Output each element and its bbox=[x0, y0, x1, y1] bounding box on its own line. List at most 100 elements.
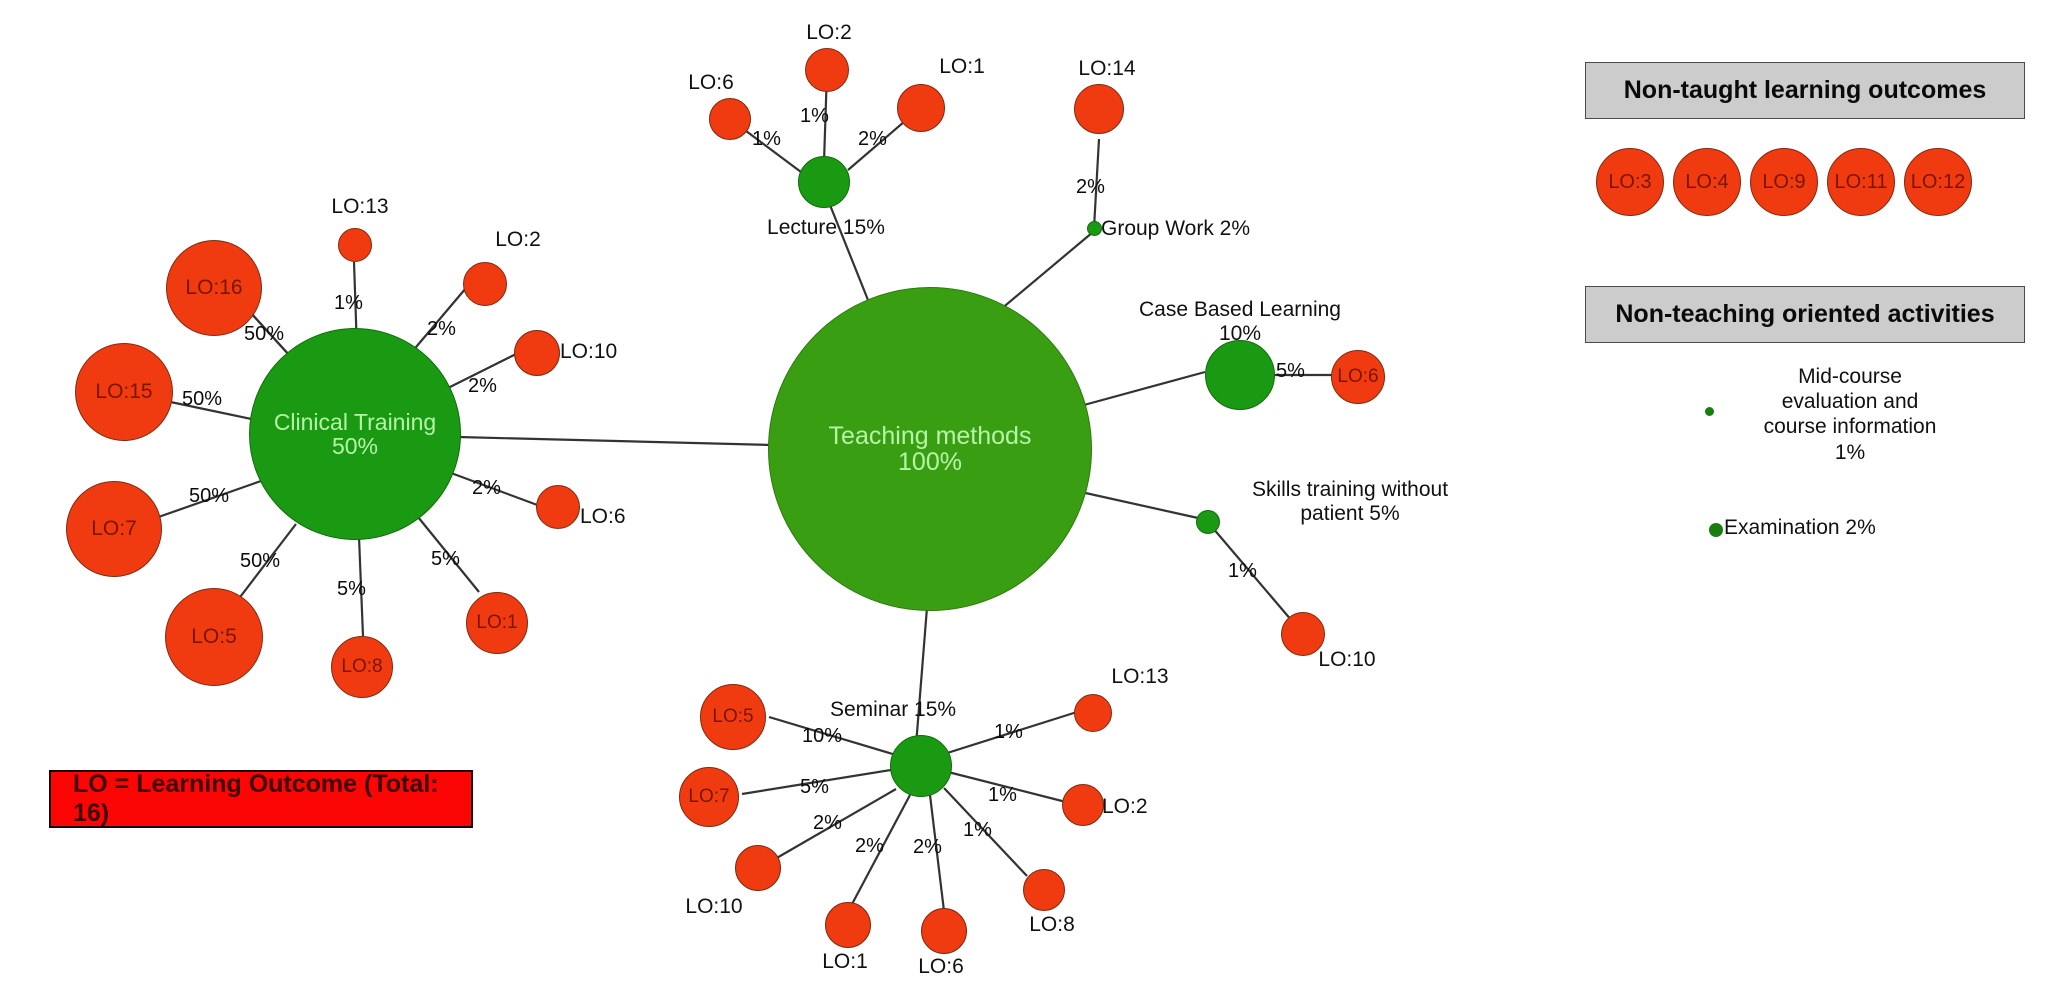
edge-clinical-lo7 bbox=[149, 479, 262, 522]
node-lo6-casebased-label: LO:6 bbox=[1337, 366, 1379, 388]
edge-lecture-lo1 bbox=[847, 114, 913, 171]
node-seminar-external-label: Seminar 15% bbox=[830, 698, 957, 721]
node-lo6-seminar[interactable] bbox=[921, 908, 967, 954]
edge-root-casebased bbox=[1072, 370, 1206, 410]
node-lo7[interactable]: LO:7 bbox=[66, 481, 162, 577]
edge-label-seminar-lo2: 1% bbox=[988, 784, 1017, 806]
node-lo10-skills[interactable] bbox=[1281, 612, 1325, 656]
edge-root-groupwork bbox=[999, 231, 1094, 311]
node-lo7-label: LO:7 bbox=[91, 516, 137, 540]
node-lo14-groupwork-external-label: LO:14 bbox=[1078, 57, 1136, 80]
edge-label-seminar-lo13: 1% bbox=[994, 721, 1023, 743]
edge-clinical-lo8 bbox=[357, 536, 365, 637]
node-lo15-label: LO:15 bbox=[95, 379, 153, 403]
node-lo13-external-label: LO:13 bbox=[331, 195, 389, 218]
node-lo11-nontaught[interactable]: LO:11 bbox=[1827, 148, 1895, 216]
edge-skills-lo10 bbox=[1211, 526, 1299, 629]
node-case-based-learning[interactable] bbox=[1205, 340, 1275, 410]
node-lo8-clinical-label: LO:8 bbox=[341, 656, 383, 678]
node-lecture[interactable] bbox=[798, 156, 850, 208]
edge-seminar-lo13 bbox=[943, 710, 1078, 756]
node-lo5-seminar[interactable]: LO:5 bbox=[700, 684, 766, 750]
edge-label-seminar-lo5: 10% bbox=[802, 725, 843, 747]
edge-label-seminar-lo8: 1% bbox=[963, 819, 992, 841]
edge-label-clinical-lo5: 50% bbox=[240, 550, 281, 572]
node-lo16-label: LO:16 bbox=[185, 275, 243, 299]
edge-clinical-lo5 bbox=[233, 523, 297, 606]
edge-label-seminar-lo7: 5% bbox=[800, 776, 829, 798]
node-group-work-external-label: Group Work 2% bbox=[1101, 217, 1250, 240]
node-lo6-lecture-external-label: LO:6 bbox=[688, 71, 734, 94]
edge-label-clinical-lo7: 50% bbox=[189, 485, 230, 507]
node-lo2-lecture-external-label: LO:2 bbox=[806, 21, 852, 44]
node-lo8-clinical[interactable]: LO:8 bbox=[331, 636, 393, 698]
node-lo14-groupwork[interactable] bbox=[1074, 84, 1124, 134]
node-clinical-training-label: Clinical Training 50% bbox=[273, 408, 437, 459]
edge-clinical-lo2 bbox=[410, 287, 467, 354]
node-lo5-seminar-label: LO:5 bbox=[712, 706, 754, 728]
edge-label-clinical-lo15: 50% bbox=[182, 388, 223, 410]
node-lo6-lecture[interactable] bbox=[709, 98, 751, 140]
node-lo4-nontaught[interactable]: LO:4 bbox=[1673, 148, 1741, 216]
edge-label-clinical-lo1: 5% bbox=[431, 548, 460, 570]
panel-non-taught-title: Non-taught learning outcomes bbox=[1623, 76, 1987, 104]
edge-seminar-lo10 bbox=[774, 788, 897, 860]
edge-label-groupwork-lo14: 2% bbox=[1076, 176, 1105, 198]
node-group-work[interactable] bbox=[1087, 221, 1102, 236]
edge-root-skills bbox=[1071, 488, 1199, 520]
node-lo1-seminar[interactable] bbox=[825, 902, 871, 948]
node-case-based-learning-external-label: Case Based Learning 10% bbox=[1139, 298, 1341, 346]
edge-clinical-lo10 bbox=[439, 352, 519, 393]
node-lo9-nontaught[interactable]: LO:9 bbox=[1750, 148, 1818, 216]
edge-label-clinical-lo6: 2% bbox=[472, 477, 501, 499]
node-lo10-clinical-external-label: LO:10 bbox=[560, 340, 618, 363]
node-lo2-clinical-external-label: LO:2 bbox=[495, 228, 541, 251]
node-lo10-clinical[interactable] bbox=[514, 330, 560, 376]
node-lo6-seminar-external-label: LO:6 bbox=[918, 955, 964, 978]
node-lo6-clinical[interactable] bbox=[536, 485, 580, 529]
node-teaching-methods[interactable]: Teaching methods 100% bbox=[768, 287, 1092, 611]
node-lecture-external-label: Lecture 15% bbox=[767, 216, 885, 239]
node-lo10-seminar-external-label: LO:10 bbox=[685, 895, 743, 918]
node-lo16[interactable]: LO:16 bbox=[166, 240, 262, 336]
node-lo7-seminar[interactable]: LO:7 bbox=[679, 767, 739, 827]
node-lo13-seminar[interactable] bbox=[1074, 694, 1112, 732]
edge-label-seminar-lo6: 2% bbox=[913, 836, 942, 858]
node-lo2-lecture[interactable] bbox=[805, 48, 849, 92]
node-lo1-lecture-external-label: LO:1 bbox=[939, 55, 985, 78]
node-lo15[interactable]: LO:15 bbox=[75, 343, 173, 441]
edge-clinical-lo1 bbox=[417, 516, 480, 593]
node-lo6-casebased[interactable]: LO:6 bbox=[1331, 350, 1385, 404]
node-lo2-seminar[interactable] bbox=[1062, 784, 1104, 826]
node-lo3-nontaught[interactable]: LO:3 bbox=[1596, 148, 1664, 216]
activity-midcourse-label: Mid-course evaluation and course informa… bbox=[1763, 365, 1937, 464]
edge-seminar-lo8 bbox=[943, 787, 1028, 877]
node-clinical-training[interactable]: Clinical Training 50% bbox=[249, 328, 461, 540]
node-lo13-seminar-external-label: LO:13 bbox=[1111, 665, 1169, 688]
node-lo5[interactable]: LO:5 bbox=[165, 588, 263, 686]
node-skills-training[interactable] bbox=[1196, 510, 1220, 534]
node-lo1-clinical-label: LO:1 bbox=[476, 612, 518, 634]
edge-seminar-lo7 bbox=[741, 768, 892, 796]
node-teaching-methods-label: Teaching methods 100% bbox=[828, 421, 1032, 476]
node-seminar[interactable] bbox=[890, 735, 952, 797]
edge-label-clinical-lo13: 1% bbox=[334, 292, 363, 314]
node-lo1-lecture[interactable] bbox=[897, 84, 945, 132]
node-lo2-clinical[interactable] bbox=[463, 262, 507, 306]
activity-dot-examination bbox=[1709, 523, 1723, 537]
node-lo1-clinical[interactable]: LO:1 bbox=[466, 592, 528, 654]
edge-label-seminar-lo10: 2% bbox=[813, 812, 842, 834]
node-lo5-label: LO:5 bbox=[191, 624, 237, 648]
node-lo8-seminar[interactable] bbox=[1023, 869, 1065, 911]
node-lo12-nontaught[interactable]: LO:12 bbox=[1904, 148, 1972, 216]
node-lo13[interactable] bbox=[338, 228, 372, 262]
edge-label-clinical-lo8: 5% bbox=[337, 578, 366, 600]
node-lo10-seminar[interactable] bbox=[735, 845, 781, 891]
activity-dot-midcourse bbox=[1705, 407, 1714, 416]
activity-examination-label: Examination 2% bbox=[1724, 516, 1876, 539]
node-lo2-seminar-external-label: LO:2 bbox=[1102, 795, 1148, 818]
edge-seminar-lo5 bbox=[768, 715, 897, 757]
edge-label-casebased-lo6: 5% bbox=[1276, 360, 1305, 382]
legend-key-label: LO = Learning Outcome (Total: 16) bbox=[73, 770, 439, 827]
